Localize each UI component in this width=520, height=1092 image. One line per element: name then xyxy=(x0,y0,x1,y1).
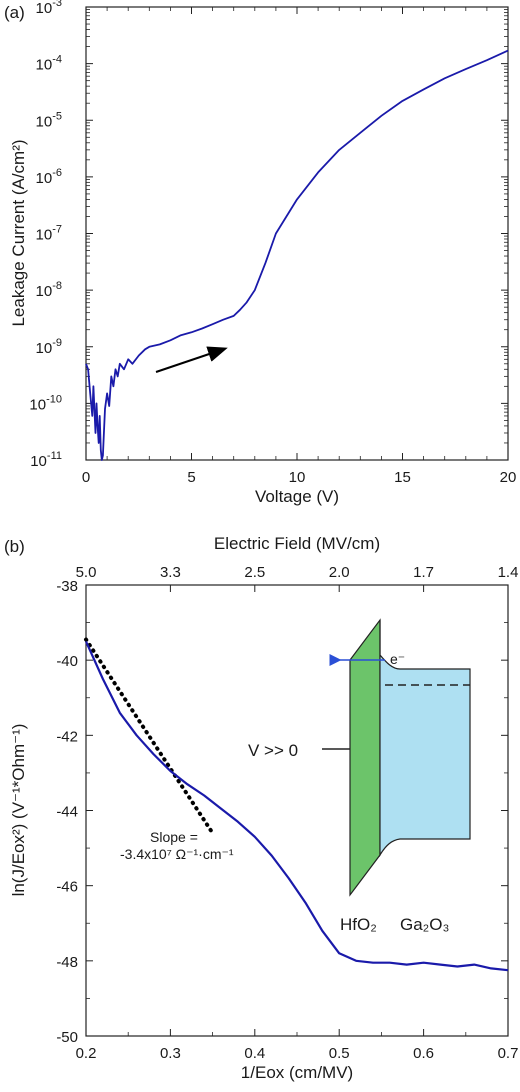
y-tick-label: -42 xyxy=(56,728,78,745)
top-tick-label: 3.3 xyxy=(160,564,181,581)
panel-b-slope-fit-line xyxy=(84,637,215,836)
top-tick-label: 1.7 xyxy=(413,564,434,581)
y-tick-label: 10-11 xyxy=(30,450,62,470)
x-tick-label: 0.3 xyxy=(160,1045,181,1062)
y-tick-label: 10-9 xyxy=(36,337,62,357)
y-tick-label: 10-7 xyxy=(36,224,62,244)
panel-b: (b) Electric Field (MV/cm) -50-48-46-44-… xyxy=(4,534,518,1082)
x-tick-label: 0 xyxy=(82,469,90,486)
hfo2-label: HfO₂ xyxy=(340,915,377,934)
x-tick-label: 0.6 xyxy=(413,1045,434,1062)
x-tick-label: 0.4 xyxy=(244,1045,265,1062)
x-tick-label: 20 xyxy=(500,469,517,486)
y-tick-label: -38 xyxy=(56,578,78,595)
panel-a-x-ticks: 0 5 10 15 20 xyxy=(82,7,517,486)
panel-b-label: (b) xyxy=(4,537,25,556)
panel-b-y-label: ln(J/Eox²) (V⁻¹*Ohm⁻¹) xyxy=(9,724,28,897)
top-tick-label: 2.5 xyxy=(244,564,265,581)
panel-a-leakage-curve xyxy=(85,49,509,461)
x-tick-label: 0.7 xyxy=(498,1045,519,1062)
panel-a-x-label: Voltage (V) xyxy=(255,487,339,506)
panel-b-y-ticks: -50 -48 -46 -44 -42 -40 -38 xyxy=(56,578,508,1046)
y-tick-label: 10-8 xyxy=(36,280,62,300)
slope-annotation-line2: -3.4x10⁷ Ω⁻¹·cm⁻¹ xyxy=(120,846,234,862)
electron-label: e⁻ xyxy=(390,651,405,667)
x-tick-label: 0.5 xyxy=(329,1045,350,1062)
y-tick-label: -50 xyxy=(56,1029,78,1046)
top-tick-label: 1.4 xyxy=(498,564,519,581)
x-tick-label: 5 xyxy=(187,469,195,486)
y-tick-label: 10-4 xyxy=(36,54,62,74)
panel-b-top-axis-label: Electric Field (MV/cm) xyxy=(214,534,380,553)
panel-a-y-label: Leakage Current (A/cm²) xyxy=(9,139,28,326)
ga2o3-label: Ga₂O₃ xyxy=(400,915,449,934)
slope-annotation-line1: Slope = xyxy=(150,829,198,845)
panel-a-plot-frame xyxy=(85,6,509,461)
y-tick-label: -44 xyxy=(56,804,78,821)
y-tick-label: -40 xyxy=(56,653,78,670)
panel-b-fn-curve xyxy=(84,640,509,972)
panel-a-y-ticks: 10-11 10-10 10-9 10-8 10-7 10-6 10-5 10-4 10-3 xyxy=(29,0,508,470)
panel-a-sweep-arrow xyxy=(155,346,228,373)
x-tick-label: 10 xyxy=(289,469,306,486)
y-tick-label: 10-6 xyxy=(36,167,62,187)
panel-b-top-ticks: 5.0 3.3 2.5 2.0 1.7 1.4 xyxy=(76,564,519,592)
y-tick-label: -46 xyxy=(56,879,78,896)
y-tick-label: 10-10 xyxy=(29,393,62,413)
y-tick-label: -48 xyxy=(56,954,78,971)
bias-label: V >> 0 xyxy=(248,741,298,760)
panel-a-label: (a) xyxy=(4,3,25,22)
hfo2-oxide-band xyxy=(349,618,381,897)
y-tick-label: 10-5 xyxy=(36,110,62,130)
x-tick-label: 15 xyxy=(394,469,411,486)
band-diagram-inset: V >> 0 e⁻ HfO₂ Ga₂O₃ xyxy=(248,618,471,934)
top-tick-label: 5.0 xyxy=(76,564,97,581)
top-tick-label: 2.0 xyxy=(329,564,350,581)
panel-a: (a) 10-1110-1010-910-810-710-610-510-410… xyxy=(4,0,516,506)
panel-b-x-label: 1/Eox (cm/MV) xyxy=(241,1063,353,1082)
y-tick-label: 10-3 xyxy=(36,0,62,17)
x-tick-label: 0.2 xyxy=(76,1045,97,1062)
panel-b-x-ticks: 0.2 0.3 0.4 0.5 0.6 0.7 xyxy=(76,1029,519,1062)
